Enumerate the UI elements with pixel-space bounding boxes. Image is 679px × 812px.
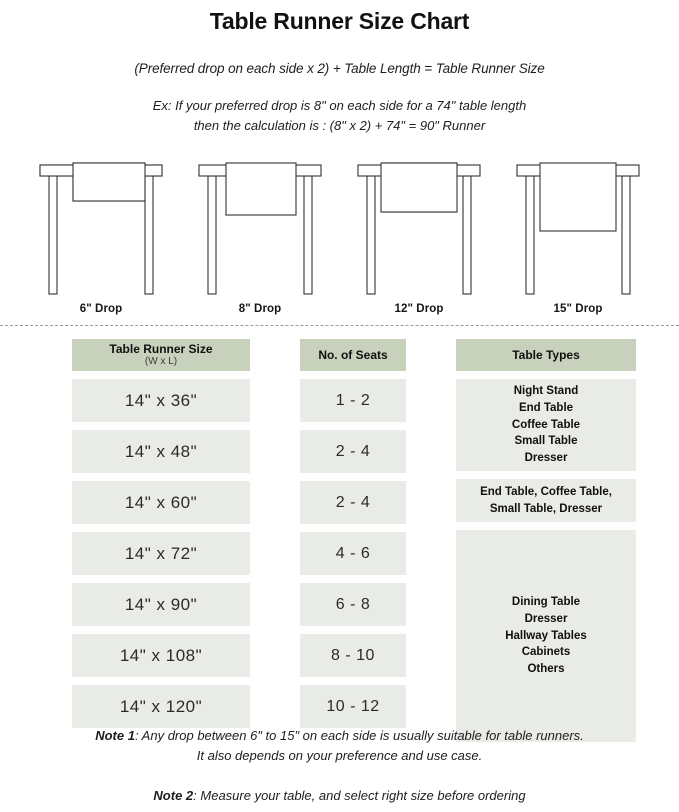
table-row: 14" x 90" [72,583,250,626]
table-runner-12in-diagram [357,162,481,295]
note-2-label: Note 2 [153,787,194,803]
example-line-2: then the calculation is : (8" x 2) + 74"… [193,117,486,133]
table-row: 14" x 36" [72,379,250,422]
header-label: Table Runner Size [109,341,213,356]
header-table-runner-size: Table Runner Size (W x L) [72,339,250,371]
table-row: Night Stand End Table Coffee Table Small… [456,379,636,471]
table-row: 1 - 2 [300,379,406,422]
type-line: Dresser [524,612,568,625]
table-row: Dining Table Dresser Hallway Tables Cabi… [456,530,636,742]
header-no-of-seats: No. of Seats [300,339,406,371]
table-row: 14" x 108" [72,634,250,677]
page-title: Table Runner Size Chart [209,8,470,34]
column-table-types: Table Types Night Stand End Table Coffee… [456,339,636,750]
diagram-label: 6" Drop [79,303,123,315]
table-row: 14" x 60" [72,481,250,524]
note-1-line-2: It also depends on your preference and u… [196,747,483,763]
size-table: Table Runner Size (W x L) 14" x 36" 14" … [0,339,679,750]
diagram-label: 15" Drop [553,303,603,315]
header-sublabel: (W x L) [144,356,178,368]
table-row: 4 - 6 [300,532,406,575]
header-label: Table Types [512,347,580,362]
header-table-types: Table Types [456,339,636,371]
note-2: Note 2: Measure your table, and select r… [0,786,679,806]
table-row: 10 - 12 [300,685,406,728]
drop-diagrams: 6" Drop 8" Drop 12" Drop 15" Drop [0,151,679,315]
table-runner-8in-diagram [198,162,322,295]
type-line: Dining Table [511,596,581,609]
diagram-15in-drop: 15" Drop [499,151,657,315]
page-header: Table Runner Size Chart (Preferred drop … [0,0,679,135]
table-row: End Table, Coffee Table, Small Table, Dr… [456,479,636,522]
diagram-8in-drop: 8" Drop [181,151,339,315]
type-line: Hallway Tables [505,629,587,642]
diagram-label: 12" Drop [394,303,444,315]
note-2-text: : Measure your table, and select right s… [193,787,526,803]
header-label: No. of Seats [318,347,388,362]
diagram-12in-drop: 12" Drop [340,151,498,315]
formula-text: (Preferred drop on each side x 2) + Tabl… [134,61,545,76]
column-no-of-seats: No. of Seats 1 - 2 2 - 4 2 - 4 4 - 6 6 -… [300,339,406,750]
table-row: 14" x 120" [72,685,250,728]
table-row: 14" x 72" [72,532,250,575]
type-line: Cabinets [521,646,571,659]
note-1-line-1: Note 1: Any drop between 6" to 15" on ea… [0,726,679,746]
type-line: Small Table [514,435,578,448]
table-row: 2 - 4 [300,481,406,524]
table-runner-15in-diagram [516,162,640,295]
note-1-label: Note 1 [95,727,135,743]
example-line-1: Ex: If your preferred drop is 8" on each… [152,98,527,113]
section-divider [0,325,679,326]
table-runner-6in-diagram [39,162,163,295]
type-line: End Table [518,402,574,414]
example-text: Ex: If your preferred drop is 8" on each… [0,96,679,135]
notes-section: Note 1: Any drop between 6" to 15" on ea… [0,726,679,806]
table-row: 6 - 8 [300,583,406,626]
diagram-6in-drop: 6" Drop [22,151,180,315]
diagram-label: 8" Drop [238,303,282,315]
table-row: 2 - 4 [300,430,406,473]
column-table-runner-size: Table Runner Size (W x L) 14" x 36" 14" … [72,339,250,750]
type-line: Night Stand [513,385,579,398]
note-1: Note 1: Any drop between 6" to 15" on ea… [0,726,679,766]
table-row: 8 - 10 [300,634,406,677]
type-line: Small Table, Dresser [489,502,603,515]
type-line: Dresser [524,452,568,465]
note-1-text: : Any drop between 6" to 15" on each sid… [134,727,584,743]
type-line: Others [527,663,565,675]
type-line: Coffee Table [511,418,581,431]
table-row: 14" x 48" [72,430,250,473]
type-line: End Table, Coffee Table, [480,485,612,498]
